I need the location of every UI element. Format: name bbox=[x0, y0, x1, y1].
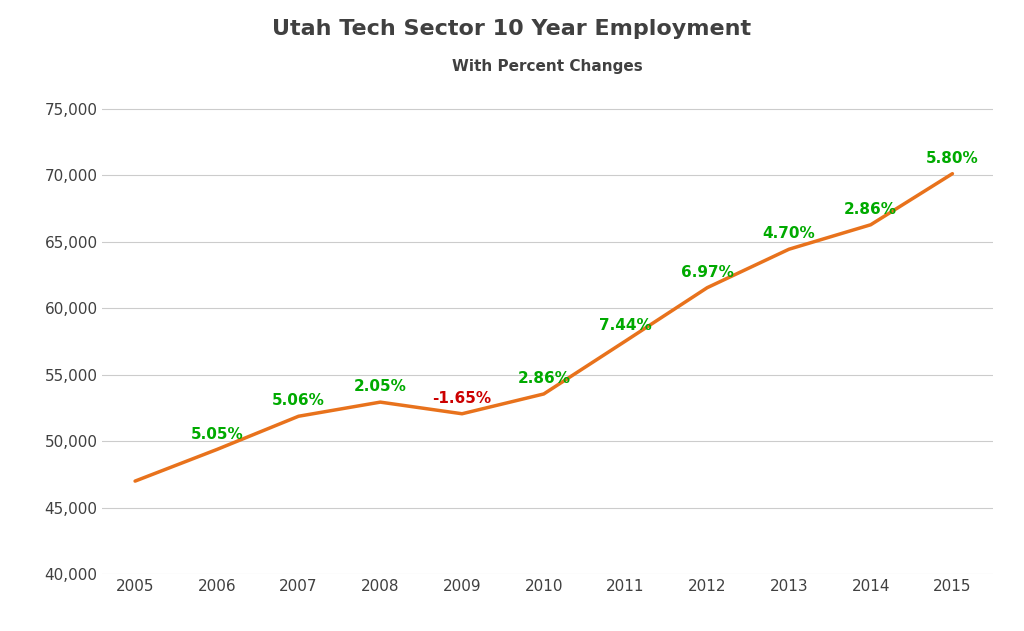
Text: 2.05%: 2.05% bbox=[354, 379, 407, 394]
Text: 6.97%: 6.97% bbox=[681, 264, 733, 280]
Text: 7.44%: 7.44% bbox=[599, 318, 652, 333]
Text: 5.06%: 5.06% bbox=[272, 393, 325, 408]
Text: 2.86%: 2.86% bbox=[517, 371, 570, 386]
Text: Utah Tech Sector 10 Year Employment: Utah Tech Sector 10 Year Employment bbox=[272, 19, 752, 39]
Text: 2.86%: 2.86% bbox=[844, 202, 897, 217]
Text: 5.80%: 5.80% bbox=[926, 151, 979, 166]
Text: 4.70%: 4.70% bbox=[763, 227, 815, 241]
Text: -1.65%: -1.65% bbox=[432, 391, 492, 406]
Text: 5.05%: 5.05% bbox=[190, 427, 243, 442]
Title: With Percent Changes: With Percent Changes bbox=[453, 59, 643, 74]
